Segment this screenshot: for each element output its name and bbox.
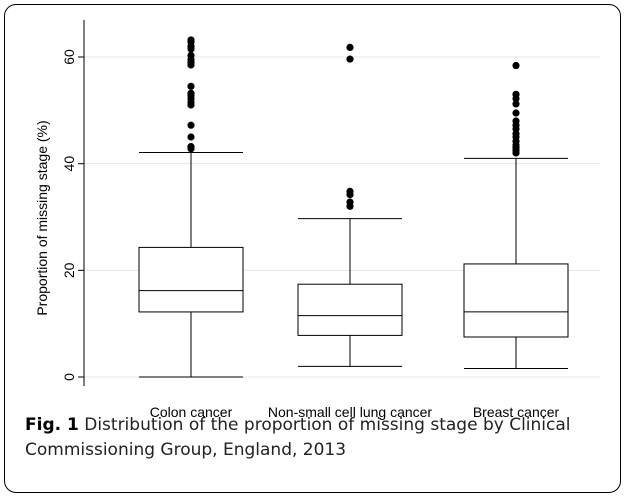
y-tick-label: 20 [61, 262, 77, 278]
figure-caption: Fig. 1 Distribution of the proportion of… [25, 413, 605, 463]
outlier-point [346, 43, 354, 52]
outlier-point [346, 198, 354, 206]
outlier-point [512, 109, 520, 117]
y-axis-label: Proportion of missing stage (%) [34, 120, 50, 315]
outlier-point [187, 82, 195, 90]
figure-caption-text: Distribution of the proportion of missin… [25, 415, 571, 460]
outlier-point [187, 143, 195, 151]
outlier-point [187, 133, 195, 141]
x-category-label: Non-small cell lung cancer [268, 404, 433, 420]
outlier-point [512, 61, 520, 70]
outlier-point [346, 55, 354, 63]
y-tick-label: 40 [61, 156, 77, 172]
outlier-point [346, 187, 354, 195]
outlier-point [512, 90, 520, 98]
outlier-point [512, 100, 520, 108]
outlier-point [187, 89, 195, 97]
box [297, 283, 403, 336]
outlier-point [187, 36, 195, 44]
outlier-point [512, 117, 520, 125]
outlier-point [187, 51, 195, 60]
x-category-label: Breast cancer [473, 404, 560, 420]
outlier-point [187, 121, 195, 129]
y-tick-label: 0 [61, 373, 77, 381]
x-category-label: Colon cancer [150, 404, 233, 420]
figure-frame [4, 4, 621, 493]
box [463, 263, 569, 338]
figure-label: Fig. 1 [25, 415, 79, 435]
box [138, 246, 244, 313]
y-tick-label: 60 [61, 49, 77, 65]
